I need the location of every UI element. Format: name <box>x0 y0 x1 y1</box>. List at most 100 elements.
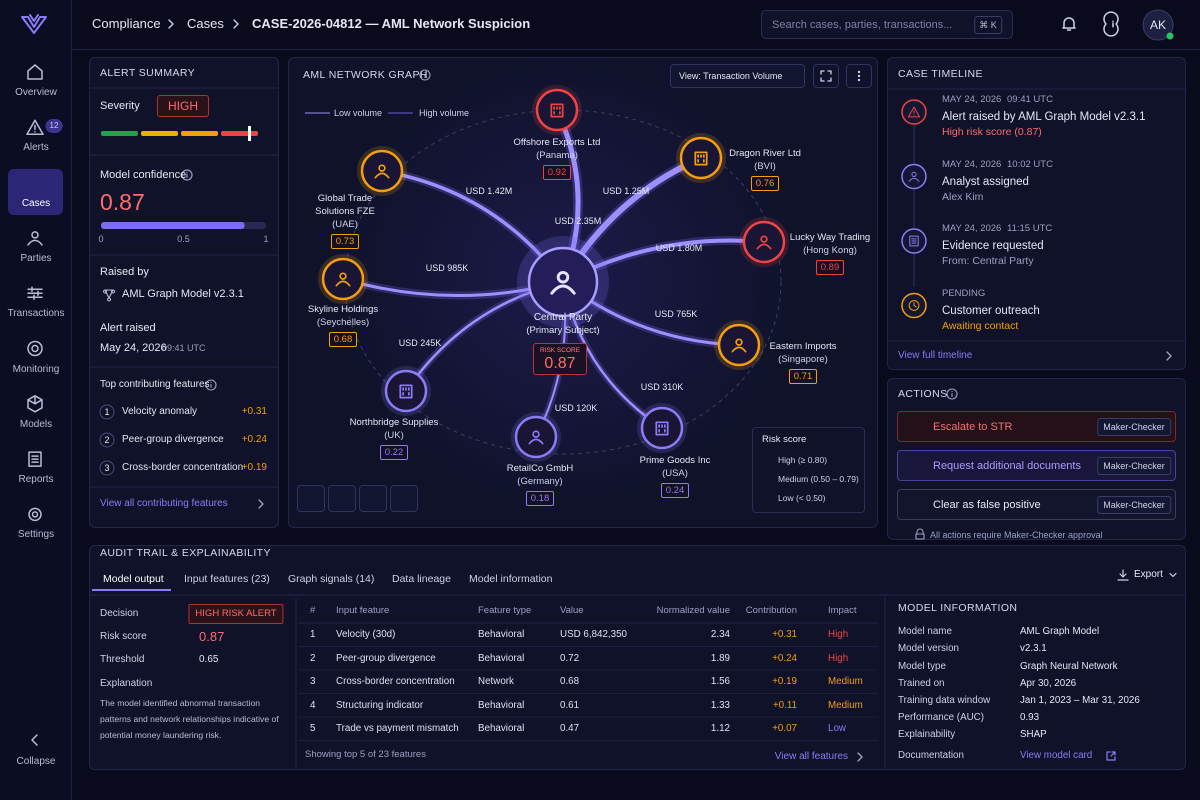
timeline-title: Alert raised by AML Graph Model v2.3.1 <box>942 111 1146 123</box>
nav-label[interactable]: Cases <box>21 197 51 209</box>
label: Alert raised <box>100 322 156 334</box>
edge-amount: USD 1.42M <box>465 186 513 196</box>
node-sub: (BVI) <box>754 161 776 172</box>
table-header: Normalized value <box>656 605 730 616</box>
model-info-label: Trained on <box>898 678 945 689</box>
feature-name: Velocity anomaly <box>122 406 198 417</box>
feature-value: +0.19 <box>241 462 267 473</box>
edge-amount: USD 310K <box>640 382 684 392</box>
node-score: 0.22 <box>379 445 409 460</box>
nav-label[interactable]: Transactions <box>7 308 65 320</box>
link[interactable]: View full timeline <box>898 350 973 361</box>
search-placeholder: Search cases, parties, transactions... <box>772 19 953 31</box>
zoom-button[interactable] <box>390 485 418 512</box>
zoom-button[interactable] <box>297 485 325 512</box>
risk-legend <box>752 427 865 513</box>
search-box[interactable] <box>761 10 1013 39</box>
link[interactable]: View all contributing features <box>100 498 228 509</box>
node-label: Offshore Exports Ltd (Panama) 0.92 <box>507 136 607 180</box>
icon <box>233 19 239 29</box>
zoom-button[interactable] <box>328 485 356 512</box>
timeline-panel <box>887 57 1186 370</box>
edge-amount: USD 765K <box>654 309 698 319</box>
nav-label[interactable]: Monitoring <box>12 363 60 375</box>
fullscreen-button[interactable] <box>813 64 839 88</box>
label: Risk score <box>100 631 147 642</box>
table-cell: Behavioral <box>478 723 525 734</box>
table-cell: 1.89 <box>710 652 730 664</box>
tab[interactable]: Model information <box>469 573 553 585</box>
view-dropdown[interactable] <box>670 64 805 88</box>
export[interactable]: Export <box>1134 569 1163 580</box>
sidebar <box>0 0 72 800</box>
action-label: Clear as false positive <box>933 498 1041 511</box>
node-score: 0.73 <box>330 234 360 249</box>
raised-time: 09:41 UTC <box>162 343 206 353</box>
table-cell: 0.72 <box>560 652 580 664</box>
action-label: Request additional documents <box>933 459 1081 472</box>
timeline-detail: Alex Kim <box>942 190 984 203</box>
risk-legend-title: Risk score <box>762 434 807 445</box>
panel-title: AML NETWORK GRAPH <box>303 69 428 81</box>
nav-collapse[interactable]: Collapse <box>16 756 56 767</box>
edge-amount: USD 245K <box>398 338 442 348</box>
tab[interactable]: Model output <box>103 573 164 585</box>
node-score: 0.76 <box>750 176 780 191</box>
audit-panel <box>89 545 1186 770</box>
table-cell: 0.47 <box>560 723 580 734</box>
nav-label[interactable]: Overview <box>15 87 57 98</box>
avatar-initials[interactable]: AK <box>1149 18 1167 32</box>
table-footer: Showing top 5 of 23 features <box>305 749 426 760</box>
threshold-value: 0.65 <box>199 654 219 665</box>
scale-label: 0.5 <box>177 234 190 244</box>
node-name: Global Trade Solutions FZE <box>315 193 375 217</box>
tab[interactable]: Input features (23) <box>184 573 270 585</box>
feature-value: +0.24 <box>241 434 267 445</box>
nav-label[interactable]: Models <box>19 418 53 430</box>
model-info-value: v2.3.1 <box>1020 643 1047 654</box>
model-info-value: AML Graph Model <box>1020 626 1100 637</box>
model-info-label: Training data window <box>898 695 991 706</box>
model-info-label: Explainability <box>898 729 956 740</box>
nav-label[interactable]: Settings <box>17 529 55 541</box>
actions-note: All actions require Maker-Checker approv… <box>930 530 1103 540</box>
node-name: Lucky Way Trading <box>789 232 871 243</box>
table-cell: +0.11 <box>772 699 797 711</box>
menu-button[interactable] <box>846 64 872 88</box>
panel-title: ACTIONS <box>898 388 948 400</box>
label: Top contributing features <box>100 379 210 390</box>
nav-label[interactable]: Reports <box>18 474 54 486</box>
raised-date: May 24, 2026 <box>100 342 167 354</box>
link[interactable]: View all features <box>774 751 848 762</box>
model-info-value[interactable]: View model card <box>1020 750 1093 761</box>
rank: 3 <box>104 463 110 473</box>
timeline-title: Analyst assigned <box>942 175 1029 188</box>
legend-label: Low volume <box>334 108 383 118</box>
timeline-date: MAY 24, 2026 <box>942 94 1002 105</box>
action-tag: Maker-Checker <box>1097 456 1171 475</box>
timeline-time: 09:41 UTC <box>1007 94 1053 105</box>
breadcrumb[interactable]: Compliance <box>92 16 161 31</box>
nav-label[interactable]: Alerts <box>23 142 49 154</box>
explanation: The model identified abnormal transactio… <box>100 698 279 740</box>
view-label: View: Transaction Volume <box>679 71 783 81</box>
zoom-button[interactable] <box>359 485 387 512</box>
table-header: Value <box>560 605 584 616</box>
center-score-label: RISK SCORE <box>539 347 581 354</box>
panel-title: AUDIT TRAIL & EXPLAINABILITY <box>100 547 271 559</box>
timeline-detail: High risk score (0.87) <box>942 126 1042 138</box>
center-role: (Primary Subject) <box>526 325 600 336</box>
timeline-detail: From: Central Party <box>942 255 1034 267</box>
tab[interactable]: Graph signals (14) <box>288 573 375 585</box>
scale-label: 1 <box>263 234 269 244</box>
icon <box>168 19 174 29</box>
timeline-date: MAY 24, 2026 <box>942 223 1002 234</box>
table-header: Input feature <box>336 605 390 616</box>
model-info-value: Graph Neural Network <box>1020 661 1118 672</box>
node-label: Lucky Way Trading (Hong Kong) 0.89 <box>780 231 880 275</box>
timeline-time: 10:02 UTC <box>1007 158 1053 170</box>
tab[interactable]: Data lineage <box>392 573 451 585</box>
breadcrumb[interactable]: Cases <box>187 16 224 31</box>
nav-label[interactable]: Parties <box>20 252 52 264</box>
node-sub: (UAE) <box>332 219 358 230</box>
